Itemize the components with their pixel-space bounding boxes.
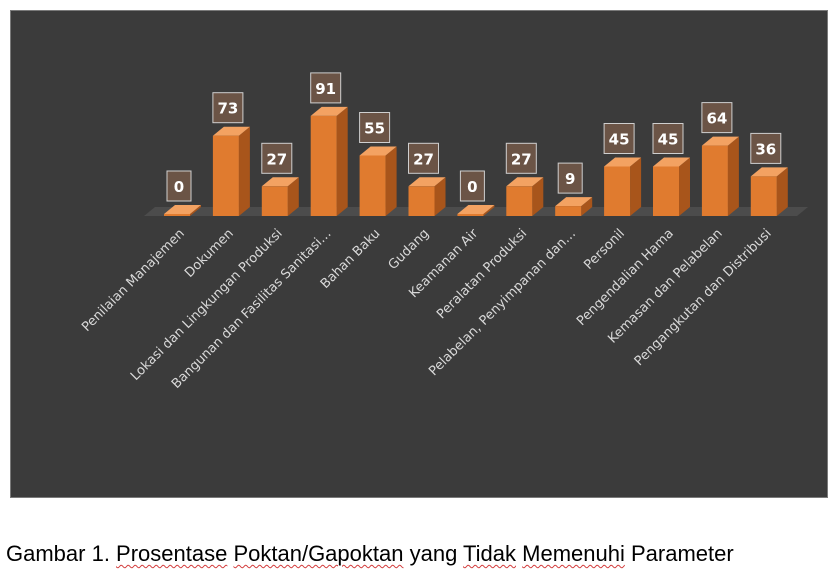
bar-top	[310, 106, 348, 116]
data-label: 45	[658, 131, 679, 149]
bar	[604, 166, 631, 216]
caption-word-spellcheck: Poktan/Gapoktan	[233, 541, 404, 566]
chart-panel: 0 Penilaian Manajemen 73 Dokumen 27 Lokasi da…	[10, 10, 828, 498]
bar	[261, 186, 288, 216]
data-label-box	[310, 72, 342, 104]
data-label-box	[701, 102, 733, 134]
bar-side	[483, 205, 495, 216]
bar-top	[261, 177, 299, 187]
bar	[750, 176, 777, 216]
bar	[359, 155, 386, 216]
bar-side	[287, 177, 299, 216]
caption-word-spellcheck: Memenuhi	[522, 541, 625, 566]
data-label-box	[750, 132, 782, 164]
bar-side	[190, 205, 201, 216]
data-label-box	[505, 142, 537, 174]
bar	[506, 186, 533, 216]
bar-side	[434, 177, 446, 216]
bar-group	[261, 177, 299, 216]
bar-side	[630, 157, 642, 216]
bar-side	[532, 177, 544, 216]
data-label: 73	[217, 100, 238, 118]
data-label-box	[359, 112, 391, 143]
bar-side	[727, 136, 739, 216]
bar-group	[164, 205, 201, 216]
bar-top	[408, 177, 446, 187]
bar-group	[408, 177, 446, 216]
bar	[310, 115, 337, 216]
bar-side	[385, 146, 397, 216]
caption-text: yang	[403, 541, 464, 566]
bar	[164, 214, 190, 216]
bar-top	[164, 205, 201, 214]
data-label-box	[557, 162, 583, 194]
data-label: 0	[467, 178, 477, 196]
bar	[408, 186, 435, 216]
bar-top	[359, 146, 397, 156]
category-label: Gudang	[386, 226, 433, 273]
bar-side	[581, 197, 593, 216]
category-label: Peralatan Produksi	[434, 226, 530, 322]
bar-group	[506, 177, 544, 216]
bar-top	[701, 136, 739, 146]
bar-top	[555, 197, 593, 207]
bar-top	[212, 126, 250, 136]
bar	[555, 206, 582, 216]
bar-group	[701, 136, 739, 216]
data-label: 27	[511, 150, 532, 168]
bar-group	[555, 197, 593, 216]
data-label: 27	[413, 150, 434, 168]
caption-word-spellcheck: Tidak	[463, 541, 517, 566]
bar-top	[750, 167, 788, 177]
data-label: 55	[364, 120, 385, 138]
bar-top	[506, 177, 544, 187]
bar-side	[336, 106, 348, 216]
bar-side	[776, 167, 788, 216]
data-label: 45	[609, 131, 630, 149]
bar	[701, 145, 728, 216]
caption-word-spellcheck: Prosentase	[116, 541, 228, 566]
data-label: 27	[266, 150, 287, 168]
bar-group	[212, 126, 250, 216]
bar-top	[653, 157, 690, 167]
data-label-box	[603, 123, 635, 154]
data-label-box	[408, 142, 439, 174]
bar	[457, 214, 484, 216]
category-label: Penilaian Manajemen	[79, 226, 188, 335]
data-label: 64	[706, 110, 727, 128]
data-label-box	[166, 170, 192, 202]
bar-group	[653, 157, 690, 216]
caption-text: Parameter	[624, 541, 734, 566]
bar	[653, 166, 679, 216]
data-label: 9	[565, 170, 575, 188]
bar-group	[750, 167, 788, 216]
data-label-box	[212, 92, 244, 124]
bar-top	[457, 205, 495, 214]
data-label: 36	[755, 140, 776, 158]
bar-group	[604, 157, 642, 216]
bar-top	[604, 157, 642, 167]
data-label-box	[652, 123, 684, 154]
caption-prefix: Gambar 1.	[6, 541, 117, 566]
bar	[212, 135, 239, 216]
bar-group	[310, 106, 348, 216]
data-label: 91	[315, 80, 336, 98]
bar-side	[238, 126, 250, 216]
figure-caption: Gambar 1. Prosentase Poktan/Gapoktan yan…	[6, 541, 837, 567]
data-label: 0	[174, 178, 184, 196]
bar-group	[359, 146, 397, 216]
category-label: Pengendalian Hama	[574, 226, 677, 329]
bar-group	[457, 205, 495, 216]
category-label: Personil	[581, 226, 628, 273]
bar-side	[679, 157, 690, 216]
data-label-box	[459, 170, 485, 202]
data-label-box	[261, 142, 293, 174]
